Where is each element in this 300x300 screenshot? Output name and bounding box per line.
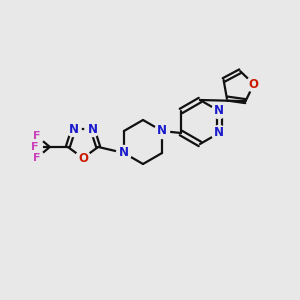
Text: F: F [31,142,38,152]
Circle shape [212,103,226,118]
Text: N: N [119,146,129,160]
Text: N: N [214,127,224,140]
Circle shape [246,77,261,92]
Text: F: F [33,131,40,141]
Text: F: F [33,153,40,163]
Circle shape [66,122,81,136]
Circle shape [27,140,42,154]
Text: N: N [214,104,224,118]
Text: N: N [69,123,79,136]
Circle shape [76,151,91,166]
Text: O: O [249,78,259,91]
Circle shape [116,146,131,160]
Circle shape [85,122,100,136]
Text: N: N [87,123,98,136]
Circle shape [29,128,44,143]
Circle shape [212,125,226,140]
Circle shape [29,150,44,165]
Text: O: O [78,152,88,164]
Text: N: N [157,124,167,137]
Circle shape [154,124,169,139]
